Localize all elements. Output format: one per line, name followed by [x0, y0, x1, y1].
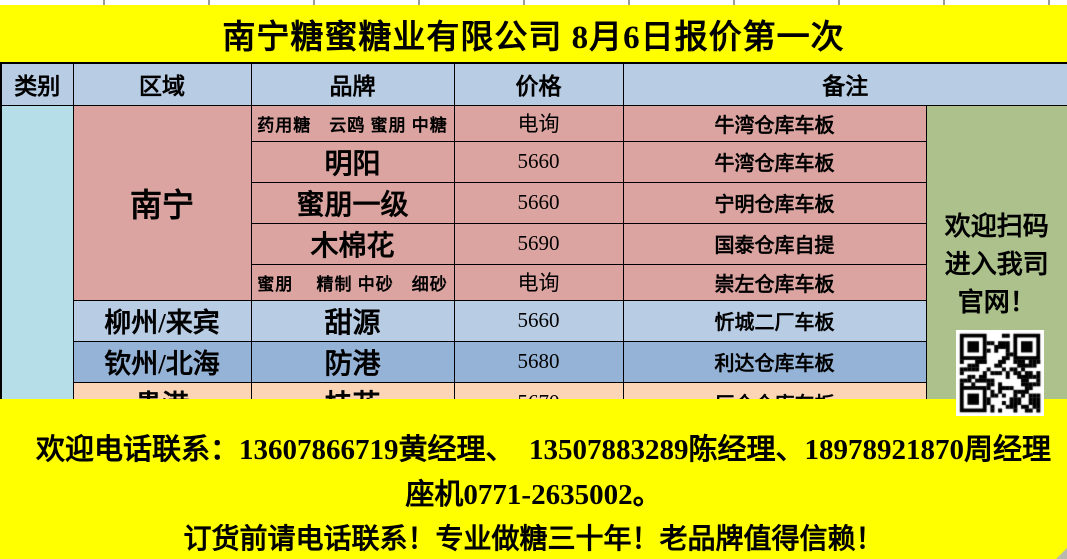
header-brand: 品牌: [250, 62, 455, 106]
scan-code-headline: 欢迎扫码 进入我司 官网！: [927, 208, 1067, 322]
price-cell: 电询: [453, 263, 624, 301]
brand-cell: 明阳: [250, 140, 455, 183]
contact-footer: 欢迎电话联系：13607866719黄经理、 13507883289陈经理、18…: [0, 399, 1067, 559]
remark-cell: 牛湾仓库车板: [622, 104, 927, 142]
header-region: 区域: [72, 62, 252, 106]
scan-code-line3: 官网！: [957, 288, 1036, 317]
table-row: 蜜朋 精制 中砂 细砂 电询 崇左仓库车板: [1, 263, 1067, 301]
remark-cell: 宁明仓库车板: [622, 181, 927, 224]
category-column-cell: [0, 104, 74, 424]
header-price: 价格: [453, 62, 624, 106]
scan-code-line2: 进入我司: [944, 250, 1049, 279]
table-row: 柳州/来宾 甜源 5660 忻城二厂车板: [1, 299, 1067, 342]
remark-cell: 利达仓库车板: [622, 340, 927, 383]
qr-code: [955, 329, 1044, 416]
region-qinzhou-beihai: 钦州/北海: [72, 340, 252, 383]
contact-line-slogan: 订货前请电话联系！专业做糖三十年！老品牌值得信赖！: [183, 524, 884, 555]
brand-cell: 蜜朋一级: [250, 181, 455, 224]
page-corner-artifact: [1056, 548, 1067, 559]
remark-cell: 国泰仓库自提: [622, 222, 927, 265]
remark-cell: 崇左仓库车板: [622, 263, 927, 301]
remark-cell: 牛湾仓库车板: [622, 140, 927, 183]
excel-grid-strip: [0, 0, 1067, 5]
table-row: 明阳 5660 牛湾仓库车板: [1, 140, 1067, 183]
region-liuzhou-laibin: 柳州/来宾: [72, 299, 252, 342]
brand-cell: 药用糖 云鸥 蜜朋 中糖: [250, 104, 455, 142]
title-band: 南宁糖蜜糖业有限公司 8月6日报价第一次: [0, 5, 1067, 62]
scan-code-line1: 欢迎扫码: [944, 212, 1049, 241]
price-cell: 5660: [453, 299, 624, 342]
contact-line-phones: 欢迎电话联系：13607866719黄经理、 13507883289陈经理、18…: [36, 434, 1052, 466]
table-row: 木棉花 5690 国泰仓库自提: [1, 222, 1067, 265]
contact-line-landline: 座机0771-2635002。: [405, 479, 662, 511]
price-cell: 5680: [453, 340, 624, 383]
brand-cell: 防港: [250, 340, 455, 383]
table-header-row: 类别 区域 品牌 价格 备注: [0, 62, 1067, 106]
table-row: 钦州/北海 防港 5680 利达仓库车板: [1, 340, 1067, 383]
side-panel: 欢迎扫码 进入我司 官网！ 白糖网: [925, 104, 1067, 424]
header-remark: 备注: [622, 62, 1067, 106]
price-table: 类别 区域 品牌 价格 备注 南宁 药用糖 云鸥 蜜朋 中糖 电询 牛湾仓库车板…: [0, 62, 1067, 425]
price-cell: 5660: [453, 181, 624, 224]
price-cell: 电询: [453, 104, 624, 142]
remark-cell: 忻城二厂车板: [622, 299, 927, 342]
price-cell: 5660: [453, 140, 624, 183]
header-category: 类别: [0, 62, 74, 106]
table-row: 蜜朋一级 5660 宁明仓库车板: [1, 181, 1067, 224]
brand-cell: 木棉花: [250, 222, 455, 265]
region-nanning: 南宁: [72, 104, 252, 301]
brand-cell: 甜源: [250, 299, 455, 342]
brand-cell: 蜜朋 精制 中砂 细砂: [250, 263, 455, 301]
page-title: 南宁糖蜜糖业有限公司 8月6日报价第一次: [222, 19, 845, 56]
price-cell: 5690: [453, 222, 624, 265]
table-row: 南宁 药用糖 云鸥 蜜朋 中糖 电询 牛湾仓库车板 欢迎扫码 进入我司 官网！ …: [0, 104, 1067, 424]
